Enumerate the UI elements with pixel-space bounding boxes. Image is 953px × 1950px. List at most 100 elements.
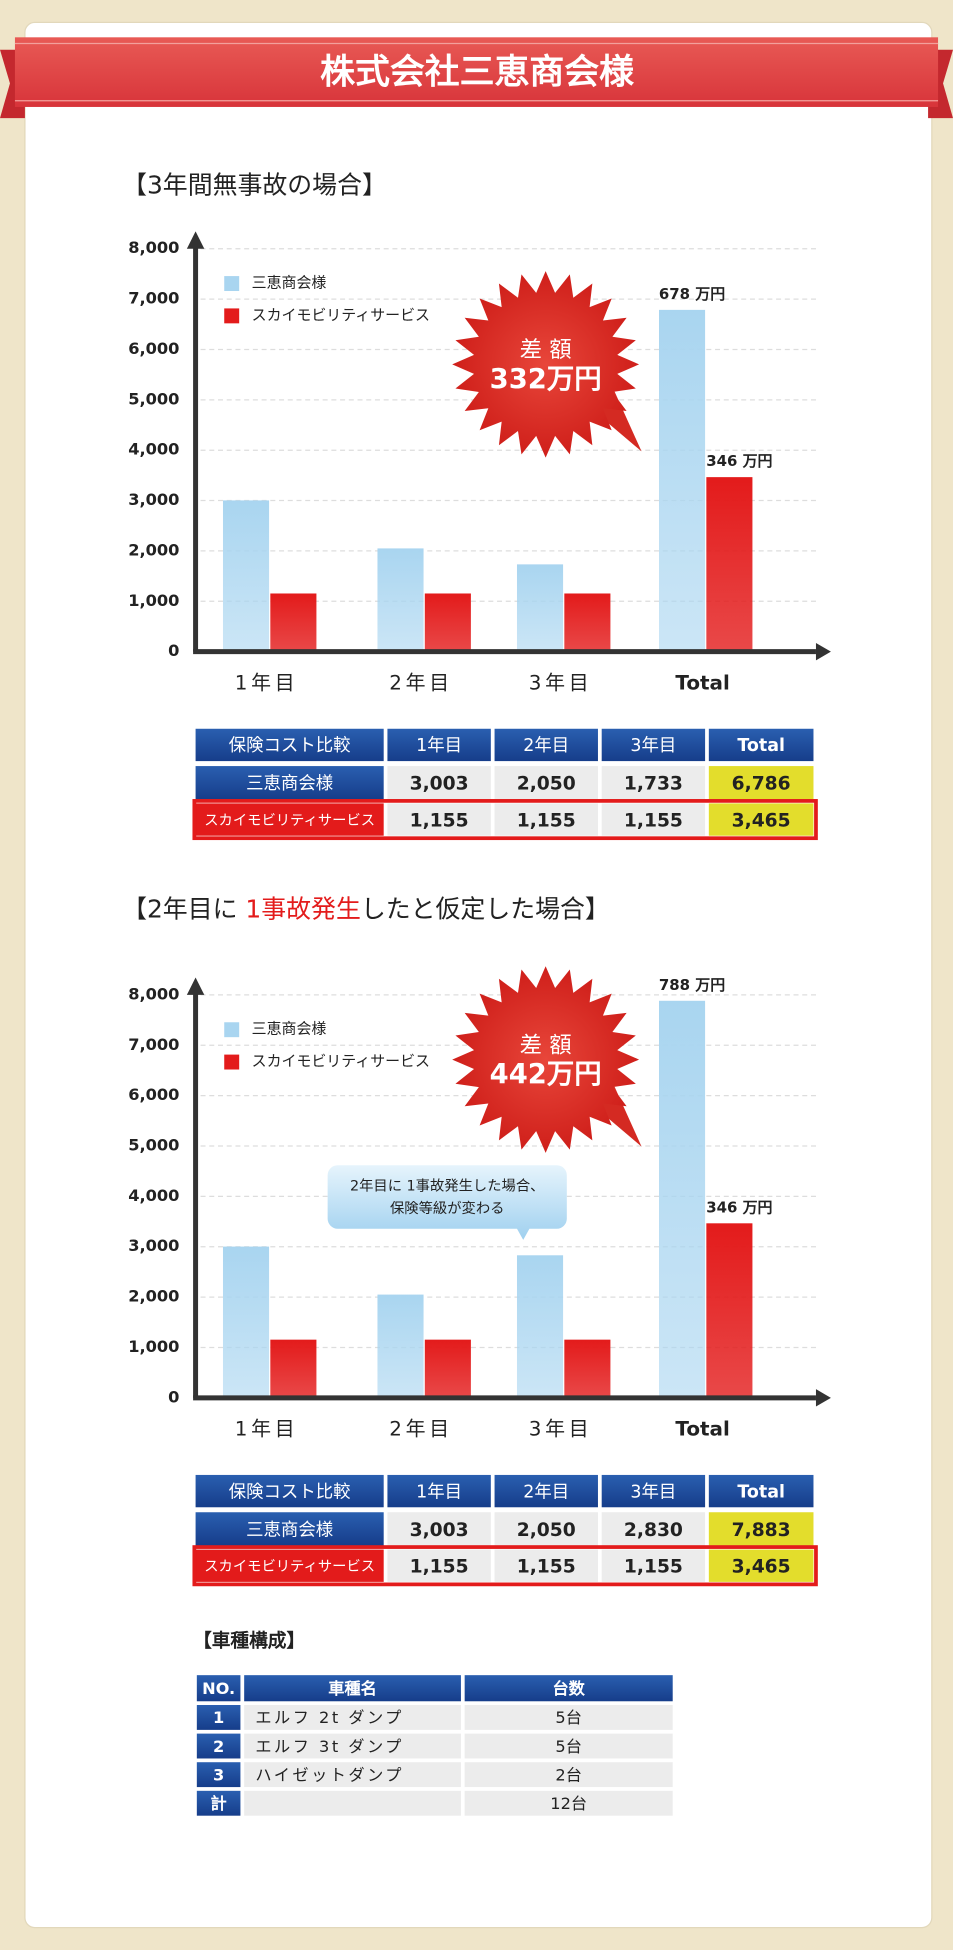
table-text: 3,465 [732,1556,791,1577]
row-highlight [192,799,818,841]
bar [706,1223,753,1398]
y-tick-label: 1,000 [128,1337,179,1356]
table-text: 1,155 [624,810,683,831]
panel [24,21,933,1929]
table-text: エルフ 2t ダンプ [255,1708,403,1727]
x-tick-label: 2年目 [389,672,453,695]
burst-value: 442万円 [490,1059,602,1090]
bar [706,477,753,652]
table-cell [494,803,598,836]
table-text: 1年目 [416,736,462,756]
bar [659,309,706,652]
callout-box [327,1165,567,1240]
bar [516,1255,564,1398]
y-tick-label: 2,000 [128,1287,179,1306]
legend-label: スカイモビリティサービス [252,1052,430,1070]
table-cell [494,1549,598,1582]
section-title: 【車種構成】 [193,1630,305,1652]
table-text: スカイモビリティサービス [204,812,375,829]
legend-swatch [224,308,240,324]
table-text: 1,155 [517,1556,576,1577]
table-cell [195,728,384,762]
page-title: 株式会社三恵商会様 [320,52,634,92]
table-text: 3,465 [732,810,791,831]
value-label: 346 万円 [706,452,772,470]
value-label: 678 万円 [659,285,725,303]
burst-label: 差 額 [520,337,572,363]
table-text: 5台 [555,1737,581,1756]
y-tick-label: 4,000 [128,1186,179,1205]
y-tick-label: 6,000 [128,339,179,358]
subtitle-part: 【3年間無事故の場合】 [122,171,387,200]
table-cell [708,728,814,762]
burst [452,271,640,458]
burst-value: 332万円 [490,364,602,395]
table-cell [494,728,598,762]
x-tick-label: 1年目 [235,672,299,695]
bar [377,1294,424,1398]
table-text: 3年目 [630,1482,676,1502]
table-text: 2年目 [523,1482,569,1502]
x-tick-label: Total [675,672,729,695]
table-text: 三恵商会様 [246,1520,333,1540]
table-text: 5台 [555,1708,581,1727]
legend-swatch [224,1022,240,1038]
table-cell [494,1512,598,1546]
table-text: 2 [213,1737,224,1756]
table-cell [601,1512,706,1546]
legend-swatch [224,1054,240,1070]
table-cell [601,803,706,836]
table-text: 3,003 [410,774,469,795]
subtitle-part: したと仮定した場合】 [361,894,610,923]
table-cell [195,803,384,836]
table-text: 1 [213,1708,224,1727]
bar [424,1339,471,1398]
table-text: 保険コスト比較 [229,736,351,756]
legend-label: 三恵商会様 [252,1020,327,1038]
y-tick-label: 1,000 [128,591,179,610]
bar [659,1000,706,1398]
table-text: 3年目 [630,736,676,756]
table-cell [244,1733,461,1759]
bar [222,500,270,652]
table-cell [464,1733,673,1759]
value-label: 346 万円 [706,1198,772,1216]
bar [516,564,564,652]
table-cell [196,1762,241,1788]
burst [452,966,640,1153]
bar [424,593,471,652]
table-text: Total [737,1482,785,1502]
table-text: NO. [202,1679,235,1698]
table-text: 2,050 [517,774,576,795]
table-text: 1,733 [624,774,683,795]
row-highlight [192,1545,818,1587]
table-text: スカイモビリティサービス [204,1558,375,1575]
table-cell [387,728,491,762]
subtitle-part: 1事故発生 [245,894,360,923]
value-label: 788 万円 [659,976,725,994]
bar [270,1339,317,1398]
x-tick-label: 3年目 [529,1418,593,1441]
table-cell [244,1705,461,1730]
table-text: 1,155 [624,1556,683,1577]
table-text: 2,050 [517,1520,576,1541]
y-tick-label: 0 [168,1387,179,1406]
table-cell [387,1549,491,1582]
x-tick-label: 3年目 [529,672,593,695]
bar [564,593,611,652]
table-cell [708,803,814,836]
y-tick-label: 7,000 [128,1035,179,1054]
x-tick-label: Total [675,1418,729,1441]
table-text: 3 [213,1765,224,1784]
bar [377,548,424,652]
table-text: Total [737,736,785,756]
table-cell [464,1790,673,1816]
x-tick-label: 2年目 [389,1418,453,1441]
axis-arrow [186,977,205,995]
banner [14,37,939,107]
bar [564,1339,611,1398]
table-cell [195,1474,384,1508]
bar [270,593,317,652]
